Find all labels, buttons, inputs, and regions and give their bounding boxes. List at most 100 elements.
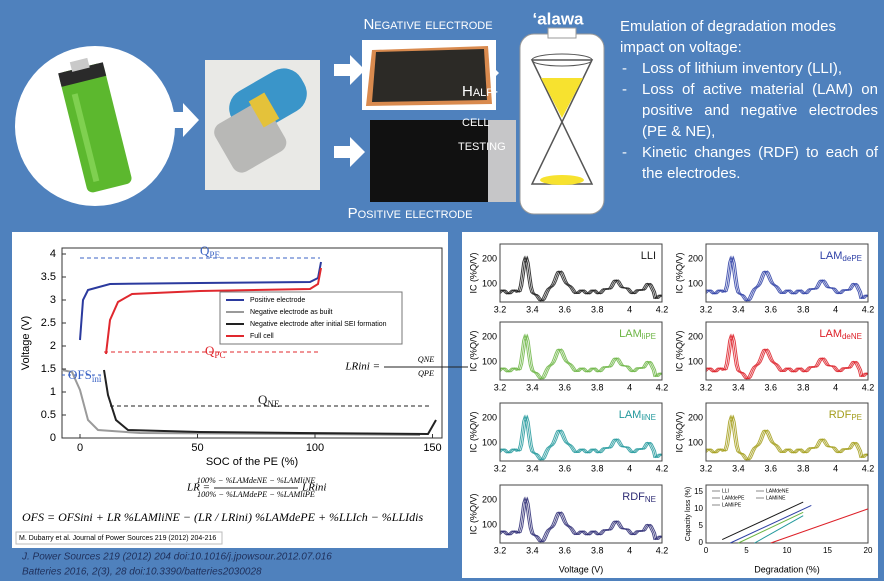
x-tick-label: 4 [627,463,632,473]
legend-entry: LAMdeNE [766,488,789,494]
half-cell-line: cell [462,113,490,130]
x-tick-label: 3.8 [591,304,604,314]
y-axis-label: IC (%Q/V) [674,411,684,452]
fraction-den: 100% − %LAMdePE − %LAMliPE [197,490,315,499]
x-axis-label: Voltage (V) [559,564,604,574]
panel-label-main: LLI [641,250,656,262]
fraction-den: QPE [418,369,434,378]
y-tick-label: 100 [482,520,497,530]
x-tick-label: 3.6 [559,463,572,473]
fraction-num: QNE [418,355,435,364]
legend-entry: Full cell [250,333,274,340]
y-tick-label: 100 [688,279,703,289]
panel-label: LLI [641,250,656,262]
panel-label-main: LAM [619,409,642,421]
x-tick-label: 3.6 [559,545,572,555]
legend-entry: LLI [722,488,729,494]
x-tick-label: 20 [864,546,873,555]
fraction-rhs: LRini [301,482,326,494]
x-tick-label: 3.8 [797,382,810,392]
y-tick-label: 200 [482,332,497,342]
legend-entry: LAMliPE [722,502,742,508]
x-tick-label: 3.2 [494,382,507,392]
description-item: Kinetic changes (RDF) to each of the ele… [620,142,878,184]
x-tick-label: 5 [744,546,749,555]
legend-entry: LAMliNE [766,495,786,501]
positive-electrode-photo [370,120,516,202]
panel-label-main: LAM [820,250,843,262]
label-sub: ini [92,374,102,384]
x-tick-label: 10 [783,546,792,555]
y-tick-label: 0 [699,538,704,547]
x-tick-label: 3.6 [559,304,572,314]
y-axis-label: IC (%Q/V) [674,330,684,371]
x-tick-label: 150 [423,442,441,454]
y-tick-label: 5 [699,521,704,530]
panel-label-main: RDF [622,491,645,503]
description-list: Loss of lithium inventory (LLI),Loss of … [620,58,878,184]
x-tick-label: 3.4 [526,382,539,392]
x-tick-label: 3.8 [591,382,604,392]
panel-label-main: RDF [829,409,852,421]
x-tick-label: 4.2 [656,545,669,555]
label-sub: PE [209,250,220,260]
right-figure-panel [462,232,878,578]
label-sub: NE [267,399,280,409]
x-tick-label: 3.2 [700,463,713,473]
label-main: OFS [68,367,92,382]
x-tick-label: 4.2 [862,382,875,392]
description: Emulation of degradation modes impact on… [620,16,878,184]
y-tick-label: 100 [482,279,497,289]
x-tick-label: 0 [77,442,83,454]
y-tick-label: 0 [50,432,56,444]
legend-entry: Negative electrode as built [250,309,333,316]
slide: Negative electrode Positive electrode Ha… [0,0,884,581]
legend-entry: LAMdePE [722,495,745,501]
panel-label-sub: liPE [642,332,656,341]
fraction-num: 100% − %LAMdeNE − %LAMliNE [197,476,316,485]
y-tick-label: 3.5 [41,271,56,283]
y-tick-label: 3 [50,294,56,306]
panel-label-main: LAM [619,328,642,340]
x-tick-label: 3.6 [765,304,778,314]
y-axis-label: IC (%Q/V) [674,252,684,293]
x-tick-label: 3.2 [494,304,507,314]
x-tick-label: 4 [833,463,838,473]
y-tick-label: 2.5 [41,317,56,329]
x-tick-label: 3.8 [797,463,810,473]
half-cell-line: Half- [462,83,498,100]
x-tick-label: 4.2 [656,382,669,392]
x-tick-label: 3.4 [732,304,745,314]
panel-label-sub: NE [645,495,656,504]
y-tick-label: 0.5 [41,409,56,421]
x-tick-label: 3.4 [732,382,745,392]
label-sub: PC [214,350,225,360]
x-tick-label: 4.2 [656,463,669,473]
y-tick-label: 200 [688,254,703,264]
x-tick-label: 3.4 [732,463,745,473]
panel-label-main: LAM [819,328,842,340]
y-tick-label: 1 [50,386,56,398]
x-axis-label: Degradation (%) [754,564,820,574]
half-cell-line: testing [458,137,506,154]
x-tick-label: 3.6 [765,463,778,473]
reference: J. Power Sources 219 (2012) 204 doi:10.1… [21,552,332,563]
y-axis-label: IC (%Q/V) [468,330,478,371]
panel-label-sub: liNE [641,413,656,422]
y-tick-label: 100 [482,438,497,448]
y-tick-label: 200 [482,413,497,423]
panel-label-sub: PE [851,413,862,422]
x-tick-label: 3.4 [526,545,539,555]
x-axis-label: SOC of the PE (%) [206,456,298,468]
description-intro: Emulation of degradation modes impact on… [620,16,878,58]
y-tick-label: 100 [482,357,497,367]
x-tick-label: 3.4 [526,304,539,314]
positive-label: Positive electrode [348,205,473,222]
y-tick-label: 1.5 [41,363,56,375]
y-axis-label: IC (%Q/V) [468,411,478,452]
x-tick-label: 3.8 [591,463,604,473]
ofs-equation: OFS = OFSini + LR %LAMliNE − (LR / LRini… [22,510,423,524]
y-tick-label: 100 [688,357,703,367]
x-tick-label: 15 [823,546,832,555]
x-tick-label: 4 [627,304,632,314]
